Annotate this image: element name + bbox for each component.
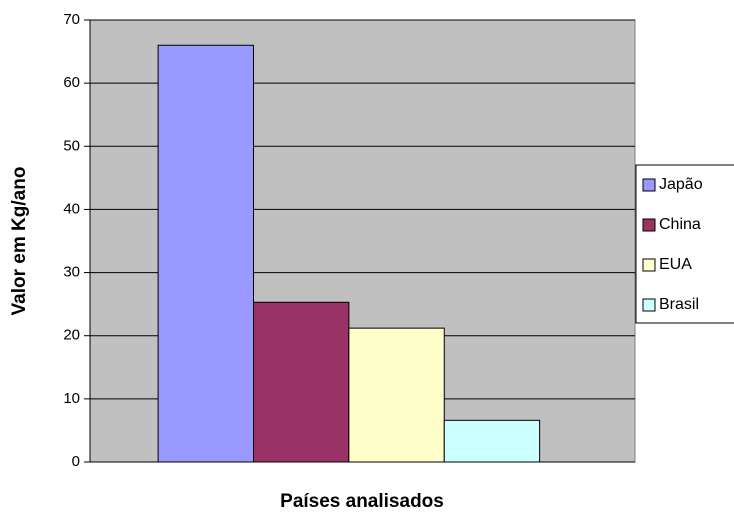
legend-label: Brasil [659, 296, 699, 313]
y-tick-label: 70 [63, 11, 80, 28]
bar [253, 301, 350, 463]
legend-box [635, 164, 734, 324]
legend-label: China [659, 216, 701, 233]
y-tick-label: 30 [63, 264, 80, 281]
bar [157, 44, 254, 463]
legend-swatch [642, 218, 656, 232]
y-tick-label: 50 [63, 137, 80, 154]
legend-swatch [642, 178, 656, 192]
y-axis-title: Valor em Kg/ano [9, 167, 30, 316]
y-tick-label: 40 [63, 200, 80, 217]
legend-label: Japão [659, 176, 703, 193]
bar [443, 419, 541, 463]
y-tick-label: 10 [63, 390, 80, 407]
x-axis-title: Países analisados [280, 491, 444, 512]
legend-label: EUA [659, 256, 692, 273]
y-tick-label: 20 [63, 327, 80, 344]
legend-swatch [642, 258, 656, 272]
bar [348, 327, 445, 463]
y-tick-label: 60 [63, 74, 80, 91]
y-tick-label: 0 [72, 453, 80, 470]
legend-swatch [642, 298, 656, 312]
